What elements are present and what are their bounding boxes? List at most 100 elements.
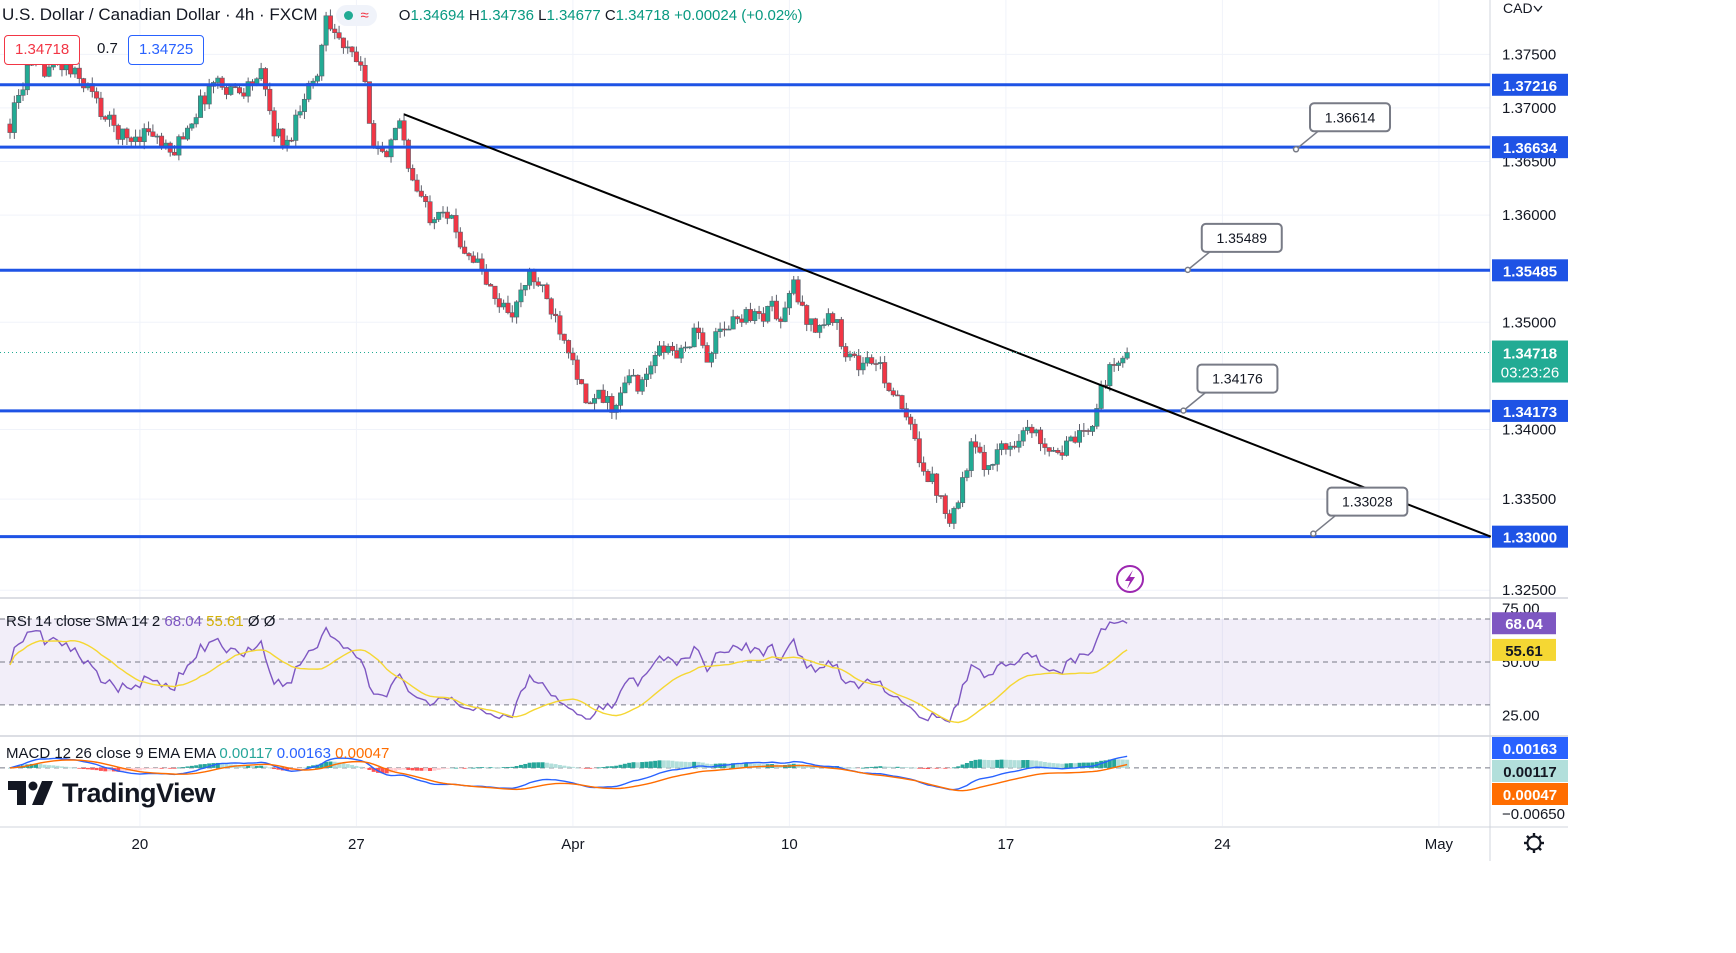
macd-histogram-bar — [471, 767, 476, 769]
macd-histogram-bar — [635, 762, 640, 768]
candle-up — [769, 300, 775, 307]
candle-down — [721, 328, 727, 331]
candle-down — [1012, 445, 1018, 448]
macd-histogram-bar — [596, 767, 601, 769]
candle-down — [353, 51, 359, 63]
macd-histogram-bar — [557, 764, 562, 768]
macd-histogram-bar — [848, 767, 853, 769]
candle-up — [258, 68, 264, 80]
macd-histogram-bar — [29, 763, 34, 768]
macd-histogram-bar — [267, 767, 272, 769]
candle-down — [236, 87, 242, 94]
candle-down — [947, 513, 953, 524]
candle-up — [1033, 429, 1039, 434]
candle-down — [795, 279, 801, 303]
rsi-value-tag — [1492, 612, 1556, 635]
candle-down — [488, 284, 494, 287]
candle-up — [860, 362, 866, 371]
macd-histogram-bar — [705, 763, 710, 768]
candle-down — [934, 473, 940, 496]
candle-down — [379, 148, 385, 152]
candle-up — [501, 302, 507, 308]
candle-down — [1046, 447, 1052, 452]
macd-histogram-bar — [497, 767, 502, 769]
macd-histogram-bar — [488, 767, 493, 769]
market-open-icon — [343, 10, 353, 20]
chart-canvas[interactable]: 1.36614 1.35489 1.34176 1.33028 CAD 1.32500 1.… — [0, 0, 1568, 861]
candle-up — [713, 331, 719, 354]
candle-up — [154, 135, 160, 138]
macd-histogram-bar — [921, 767, 926, 769]
macd-histogram-bar — [237, 765, 242, 768]
candle-down — [700, 332, 706, 346]
symbol-title[interactable]: U.S. Dollar / Canadian Dollar · 4h · FXC… — [2, 5, 318, 24]
macd-histogram-bar — [518, 764, 523, 768]
macd-histogram-bar — [670, 760, 675, 768]
macd-histogram-bar — [505, 767, 510, 768]
macd-histogram-bar — [653, 760, 658, 768]
trendline — [403, 113, 1492, 538]
candle-down — [899, 395, 905, 410]
price-tick-label: 1.37000 — [1502, 100, 1556, 117]
macd-histogram-bar — [68, 767, 73, 769]
callout-anchor — [1180, 407, 1187, 414]
macd-histogram-bar — [510, 766, 515, 768]
candle-up — [189, 123, 195, 129]
macd-histogram-bar — [419, 767, 424, 771]
price-tick-label: 1.37500 — [1502, 46, 1556, 63]
macd-histogram-bar — [1064, 763, 1069, 768]
macd-value-tag — [1492, 737, 1568, 759]
candle-down — [405, 139, 411, 169]
macd-histogram-bar — [1025, 759, 1030, 768]
macd-histogram-bar — [739, 763, 744, 768]
macd-histogram-bar — [402, 767, 407, 770]
tradingview-logo[interactable]: TradingView — [8, 778, 216, 809]
candle-down — [1072, 436, 1078, 443]
signal-line — [9, 759, 1128, 792]
status-pill[interactable]: ≈ — [335, 4, 377, 26]
rsi-band-fill — [0, 619, 1490, 705]
candle-up — [133, 136, 139, 142]
macd-histogram-bar — [986, 759, 991, 768]
candle-down — [695, 327, 701, 333]
candle-up — [1077, 430, 1083, 443]
buy-price-button[interactable]: 1.34725 — [128, 35, 205, 65]
chevron-down-icon — [1533, 5, 1543, 13]
macd-histogram-bar — [977, 759, 982, 768]
candle-down — [94, 91, 100, 99]
macd-histogram-bar — [943, 767, 948, 769]
candle-up — [46, 66, 52, 77]
macd-histogram-bar — [969, 760, 974, 768]
candle-down — [327, 15, 333, 30]
candle-down — [492, 285, 498, 299]
macd-value-tag-label: 0.00163 — [1503, 741, 1557, 758]
candle-down — [332, 28, 338, 33]
macd-histogram-bar — [674, 761, 679, 768]
macd-histogram-bar — [809, 765, 814, 768]
sell-price-button[interactable]: 1.34718 — [4, 35, 81, 65]
candle-up — [297, 111, 303, 116]
callout-leader — [1312, 515, 1336, 535]
macd-histogram-bar — [285, 767, 290, 771]
macd-histogram-bar — [549, 763, 554, 768]
candle-down — [778, 318, 784, 322]
macd-histogram-bar — [852, 767, 857, 769]
macd-histogram-bar — [324, 761, 329, 768]
candle-up — [652, 355, 658, 367]
macd-histogram-bar — [150, 767, 155, 769]
price-tick-label: 1.35000 — [1502, 314, 1556, 331]
level-price-tag-label: 1.37216 — [1503, 78, 1557, 95]
candle-down — [873, 363, 879, 365]
macd-histogram-bar — [1012, 760, 1017, 768]
macd-histogram-bar — [605, 766, 610, 768]
macd-histogram-bar — [964, 762, 969, 768]
macd-histogram-bar — [874, 766, 878, 768]
macd-histogram-bar — [172, 767, 177, 769]
candle-down — [838, 319, 844, 347]
macd-histogram-bar — [995, 759, 1000, 768]
candle-down — [739, 318, 745, 323]
candle-down — [180, 136, 186, 140]
candle-up — [808, 318, 814, 325]
candle-up — [1107, 364, 1113, 387]
macd-histogram-bar — [94, 767, 99, 771]
